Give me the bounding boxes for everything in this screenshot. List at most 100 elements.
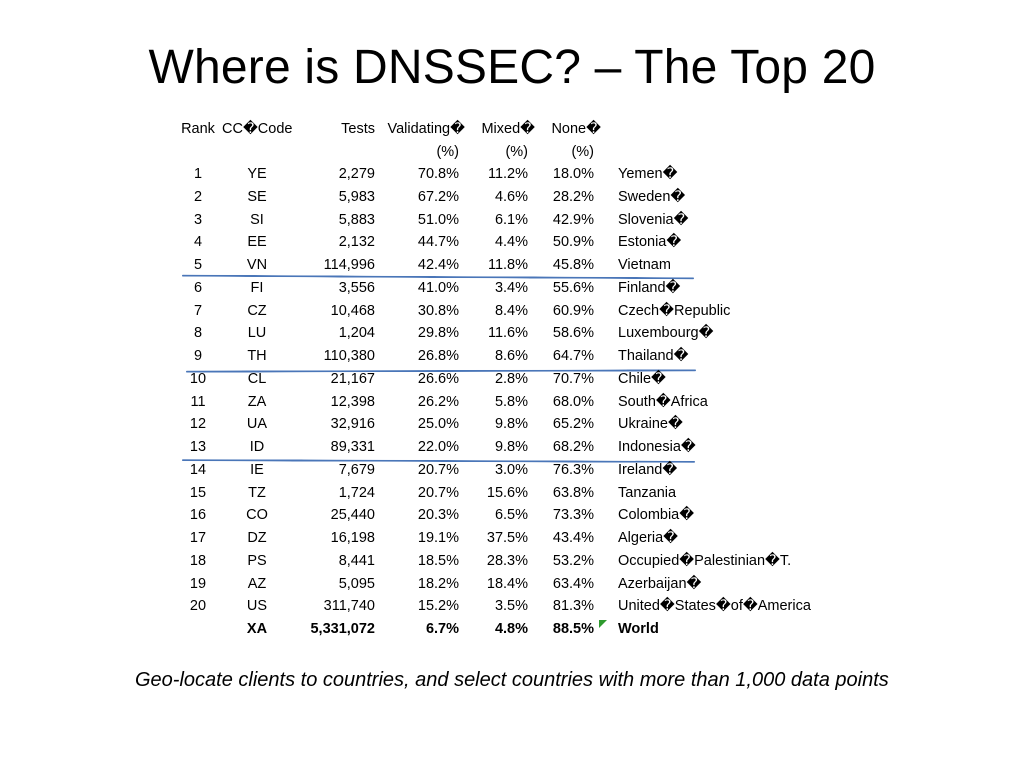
cell-validating: 18.5%	[417, 552, 459, 569]
cell-comment-marker	[599, 620, 607, 628]
header-cc-code: CC�Code	[222, 121, 293, 137]
cell-mixed: 4.8%	[494, 621, 528, 637]
cell-none: 68.0%	[552, 393, 594, 410]
cell-rank: 13	[189, 439, 207, 455]
cell-validating: 30.8%	[417, 302, 459, 319]
cell-country: Czech�Republic	[618, 302, 731, 319]
cell-mixed: 11.6%	[487, 325, 528, 342]
cell-none: 55.6%	[552, 279, 594, 296]
cell-tests: 5,883	[338, 211, 375, 228]
cell-none: 18.0%	[552, 166, 594, 182]
cell-country: Chile�	[618, 370, 666, 387]
header-tests: Tests	[341, 121, 375, 137]
cell-country: Ireland�	[618, 461, 678, 478]
cell-cc: TH	[247, 348, 267, 364]
cell-validating: 20.7%	[417, 484, 459, 501]
cell-rank: 9	[193, 348, 203, 364]
cell-validating: 51.0%	[417, 211, 459, 228]
header-mixed-unit: (%)	[505, 144, 528, 160]
cell-cc: FI	[250, 279, 264, 296]
cell-country: Vietnam	[618, 257, 671, 273]
cell-validating: 70.8%	[417, 166, 459, 182]
cell-rank: 4	[193, 234, 203, 251]
cell-country: Estonia�	[618, 234, 682, 251]
header-mixed: Mixed�	[481, 121, 535, 137]
cell-cc: AZ	[247, 575, 267, 592]
cell-tests: 8,441	[338, 552, 375, 569]
cell-mixed: 5.8%	[494, 393, 528, 410]
cell-tests: 110,380	[323, 348, 375, 364]
cell-tests: 21,167	[330, 370, 375, 387]
cell-mixed: 8.4%	[494, 302, 528, 319]
cell-rank: 19	[189, 575, 207, 592]
cell-none: 53.2%	[552, 552, 594, 569]
cell-tests: 5,095	[338, 575, 375, 592]
cell-cc: CO	[246, 507, 268, 524]
header-none: None�	[551, 121, 601, 137]
cell-cc: SE	[247, 188, 267, 205]
cell-none: 50.9%	[552, 234, 594, 251]
cell-cc: YE	[247, 166, 267, 182]
cell-validating: 20.3%	[417, 507, 459, 524]
cell-mixed: 37.5%	[486, 530, 528, 546]
cell-tests: 32,916	[330, 416, 375, 433]
cell-none: 43.4%	[552, 530, 594, 546]
cell-tests: 1,724	[338, 484, 375, 501]
cell-mixed: 4.4%	[494, 234, 528, 251]
cell-cc: CL	[247, 370, 267, 387]
cell-none: 68.2%	[552, 439, 594, 455]
cell-mixed: 9.8%	[494, 416, 528, 433]
cell-cc: IE	[250, 461, 264, 478]
cell-none: 88.5%	[552, 621, 594, 637]
cell-validating: 6.7%	[425, 621, 459, 637]
header-none-unit: (%)	[571, 144, 594, 160]
footnote: Geo-locate clients to countries, and sel…	[135, 669, 889, 691]
cell-country: Luxembourg�	[618, 325, 714, 342]
cell-tests: 16,198	[330, 530, 375, 546]
cell-cc: ID	[249, 439, 265, 455]
header-rank: Rank	[181, 121, 215, 137]
cell-country: United�States�of�America	[618, 598, 811, 615]
cell-mixed: 28.3%	[486, 552, 528, 569]
cell-tests: 7,679	[338, 461, 375, 478]
cell-validating: 67.2%	[417, 188, 459, 205]
cell-validating: 18.2%	[417, 575, 459, 592]
cell-cc: UA	[246, 416, 268, 433]
cell-mixed: 9.8%	[494, 439, 528, 455]
cell-rank: 11	[190, 393, 206, 410]
cell-tests: 12,398	[330, 393, 375, 410]
cell-country: Occupied�Palestinian�T.	[618, 552, 792, 569]
cell-validating: 20.7%	[417, 461, 459, 478]
cell-cc: EE	[247, 234, 267, 251]
cell-rank: 10	[189, 370, 207, 387]
cell-none: 70.7%	[552, 370, 594, 387]
cell-mixed: 8.6%	[494, 348, 528, 364]
cell-mixed: 2.8%	[494, 370, 528, 387]
cell-tests: 3,556	[338, 279, 375, 296]
header-validating: Validating�	[387, 121, 465, 137]
cell-none: 65.2%	[552, 416, 594, 433]
cell-tests: 2,132	[338, 234, 375, 251]
header-validating-unit: (%)	[436, 144, 459, 160]
cell-tests: 5,983	[338, 188, 375, 205]
cell-country: Ukraine�	[618, 416, 683, 433]
cell-tests: 89,331	[330, 439, 375, 455]
cell-rank: 1	[193, 166, 203, 182]
cell-mixed: 6.1%	[494, 211, 528, 228]
cell-cc: SI	[250, 211, 264, 228]
cell-country: Sweden�	[618, 188, 686, 205]
cell-rank: 3	[193, 211, 203, 228]
cell-tests: 2,279	[338, 166, 375, 182]
cell-none: 81.3%	[552, 598, 594, 615]
cell-cc: US	[246, 598, 268, 615]
cell-country: Tanzania	[618, 484, 677, 501]
cell-tests: 311,740	[323, 598, 375, 615]
cell-validating: 26.6%	[417, 370, 459, 387]
cell-none: 64.7%	[552, 348, 594, 364]
cell-cc: VN	[246, 257, 268, 273]
cell-mixed: 11.8%	[487, 257, 528, 273]
cell-none: 63.8%	[552, 484, 594, 501]
cell-cc: ZA	[247, 393, 267, 410]
cell-mixed: 11.2%	[487, 166, 528, 182]
cell-country: South�Africa	[618, 393, 708, 410]
